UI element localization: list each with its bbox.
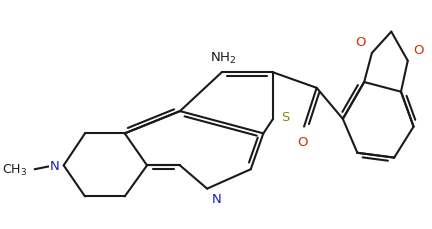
Text: N: N [50,159,60,172]
Text: O: O [356,36,366,49]
Text: CH$_3$: CH$_3$ [2,162,27,177]
Text: NH$_2$: NH$_2$ [210,50,237,65]
Text: O: O [413,44,424,57]
Text: O: O [297,136,307,149]
Text: S: S [281,111,289,124]
Text: N: N [212,192,222,205]
